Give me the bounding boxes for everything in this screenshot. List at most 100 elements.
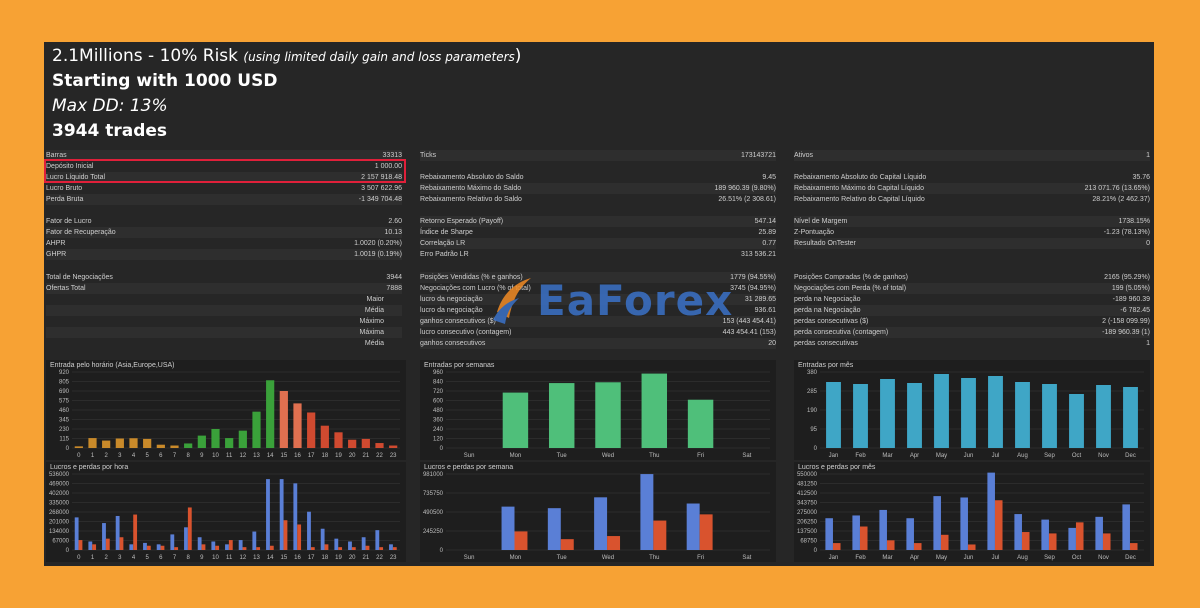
chart-bar-loss: [351, 547, 356, 550]
stats-row: Barras 33313: [46, 150, 402, 161]
chart-bar-profit: [594, 497, 608, 550]
y-tick-label: 805: [59, 380, 70, 386]
max-drawdown-text: Max DD: 13%: [52, 96, 168, 116]
x-tick-label: 23: [390, 555, 397, 561]
chart-bar-profit: [501, 506, 515, 550]
stats-label: Média: [364, 307, 384, 314]
stats-row: Média: [46, 338, 402, 349]
chart-bar-profit: [88, 541, 93, 550]
x-tick-label: 10: [212, 453, 219, 459]
stats-row: Rebaixamento Absoluto do Saldo 9.45: [420, 172, 776, 183]
x-tick-label: 15: [280, 555, 287, 561]
stats-label: lucro da negociação: [420, 307, 483, 314]
stats-row: Fator de Lucro 2.60: [46, 216, 402, 227]
y-tick-label: 0: [66, 548, 70, 554]
x-tick-label: Feb: [855, 453, 866, 459]
chart-bar-profit: [197, 537, 202, 550]
x-tick-label: 15: [280, 453, 287, 459]
chart-bar: [320, 425, 329, 448]
stats-label: AHPR: [46, 240, 66, 247]
x-tick-label: 16: [294, 555, 301, 561]
chart-bar: [74, 446, 83, 448]
chart-bar-loss: [1021, 532, 1030, 550]
y-tick-label: 335000: [49, 501, 70, 507]
chart-bar-profit: [1041, 519, 1049, 550]
x-tick-label: 3: [118, 453, 122, 459]
x-tick-label: 0: [77, 555, 81, 561]
chart-bar-loss: [653, 520, 667, 550]
stats-row: Ofertas Total 7888: [46, 283, 402, 294]
stats-value: 2165 (95.29%): [1104, 274, 1150, 281]
y-tick-label: 840: [433, 380, 444, 386]
stats-value: 1.0020 (0.20%): [354, 240, 402, 247]
chart-title: Entrada pelo horário (Asia,Europe,USA): [50, 362, 175, 369]
x-tick-label: 5: [145, 555, 149, 561]
x-tick-label: Wed: [602, 453, 614, 459]
stats-label: perda na Negociação: [794, 296, 861, 303]
starting-capital-text: Starting with 1000 USD: [52, 71, 278, 91]
trade-count-text: 3944 trades: [52, 121, 168, 141]
y-tick-label: 720: [433, 389, 444, 395]
stats-value: 2 157 918.48: [361, 174, 402, 181]
stats-label: Ticks: [420, 152, 437, 159]
stats-value: 2.60: [388, 218, 402, 225]
chart-bar: [307, 412, 316, 448]
chart-bar-loss: [392, 547, 397, 550]
x-tick-label: 1: [91, 453, 95, 459]
stats-value: 10.13: [384, 229, 402, 236]
chart-bar-profit: [225, 544, 229, 550]
stats-row: Máximo: [46, 316, 402, 327]
chart-svg: 0670001340002010002680003350004020004690…: [49, 472, 400, 561]
x-tick-label: Sun: [464, 453, 475, 459]
chart-bar-profit: [1068, 527, 1076, 550]
stats-label: Fator de Lucro: [46, 218, 92, 225]
x-tick-label: Dec: [1125, 453, 1136, 459]
chart-bar-loss: [133, 514, 138, 550]
y-tick-label: 469000: [49, 482, 70, 488]
chart-bar-profit: [184, 527, 188, 550]
x-tick-label: Sat: [742, 453, 751, 459]
stats-value: 3745 (94.95%): [730, 285, 776, 292]
x-tick-label: 22: [376, 453, 383, 459]
stats-row: Rebaixamento Relativo do Saldo 26.51% (2 …: [420, 194, 776, 205]
chart-bar: [389, 445, 398, 448]
stats-row: Média: [46, 305, 402, 316]
stats-row: Ticks 173143721: [420, 150, 776, 161]
stats-label: Retorno Esperado (Payoff): [420, 218, 504, 225]
stats-value: 3944: [386, 274, 402, 281]
stats-label: perda na Negociação: [794, 307, 861, 314]
stats-row: Fator de Recuperação 10.13: [46, 227, 402, 238]
chart-bar-profit: [293, 483, 298, 550]
x-tick-label: 11: [226, 453, 233, 459]
stats-value: 1779 (94.55%): [730, 274, 776, 281]
stats-row: Índice de Sharpe 25.89: [420, 227, 776, 238]
x-tick-label: 21: [362, 453, 369, 459]
chart-bar-loss: [994, 500, 1003, 550]
x-tick-label: Tue: [557, 453, 568, 459]
stats-row: Resultado OnTester 0: [794, 238, 1150, 249]
chart-bar-profit: [906, 518, 914, 550]
stats-value: 1 000.00: [374, 163, 402, 170]
chart-bar-profit: [252, 531, 257, 550]
stats-value: 1: [1146, 340, 1150, 347]
chart-panel: 0 245250 490500 735750 981000 Sun Mon Tue Wed Thu…: [420, 462, 776, 562]
stats-label: Lucro Bruto: [46, 185, 83, 192]
chart-bar: [211, 429, 220, 448]
stats-value: 547.14: [754, 218, 776, 225]
stats-label: Rebaixamento Máximo do Capital Líquido: [794, 185, 924, 192]
y-tick-label: 115: [59, 437, 69, 443]
stats-label: lucro da negociação: [420, 296, 483, 303]
stats-label: ganhos consecutivos ($): [420, 318, 496, 325]
stats-label: perda consecutiva (contagem): [794, 329, 889, 336]
stats-label: Rebaixamento Relativo do Capital Líquido: [794, 196, 925, 203]
x-tick-label: 4: [132, 555, 136, 561]
chart-bar: [1069, 394, 1084, 448]
chart-bar-profit: [640, 474, 654, 550]
chart-bar-profit: [375, 530, 380, 550]
stats-value: 26.51% (2 308.61): [718, 196, 776, 203]
y-tick-label: 960: [433, 370, 444, 376]
stats-row: perda consecutiva (contagem) -189 960.39 …: [794, 327, 1150, 338]
stats-label: Posições Compradas (% de ganhos): [794, 274, 909, 281]
y-tick-label: 120: [433, 437, 444, 443]
chart-bar-loss: [256, 547, 261, 550]
